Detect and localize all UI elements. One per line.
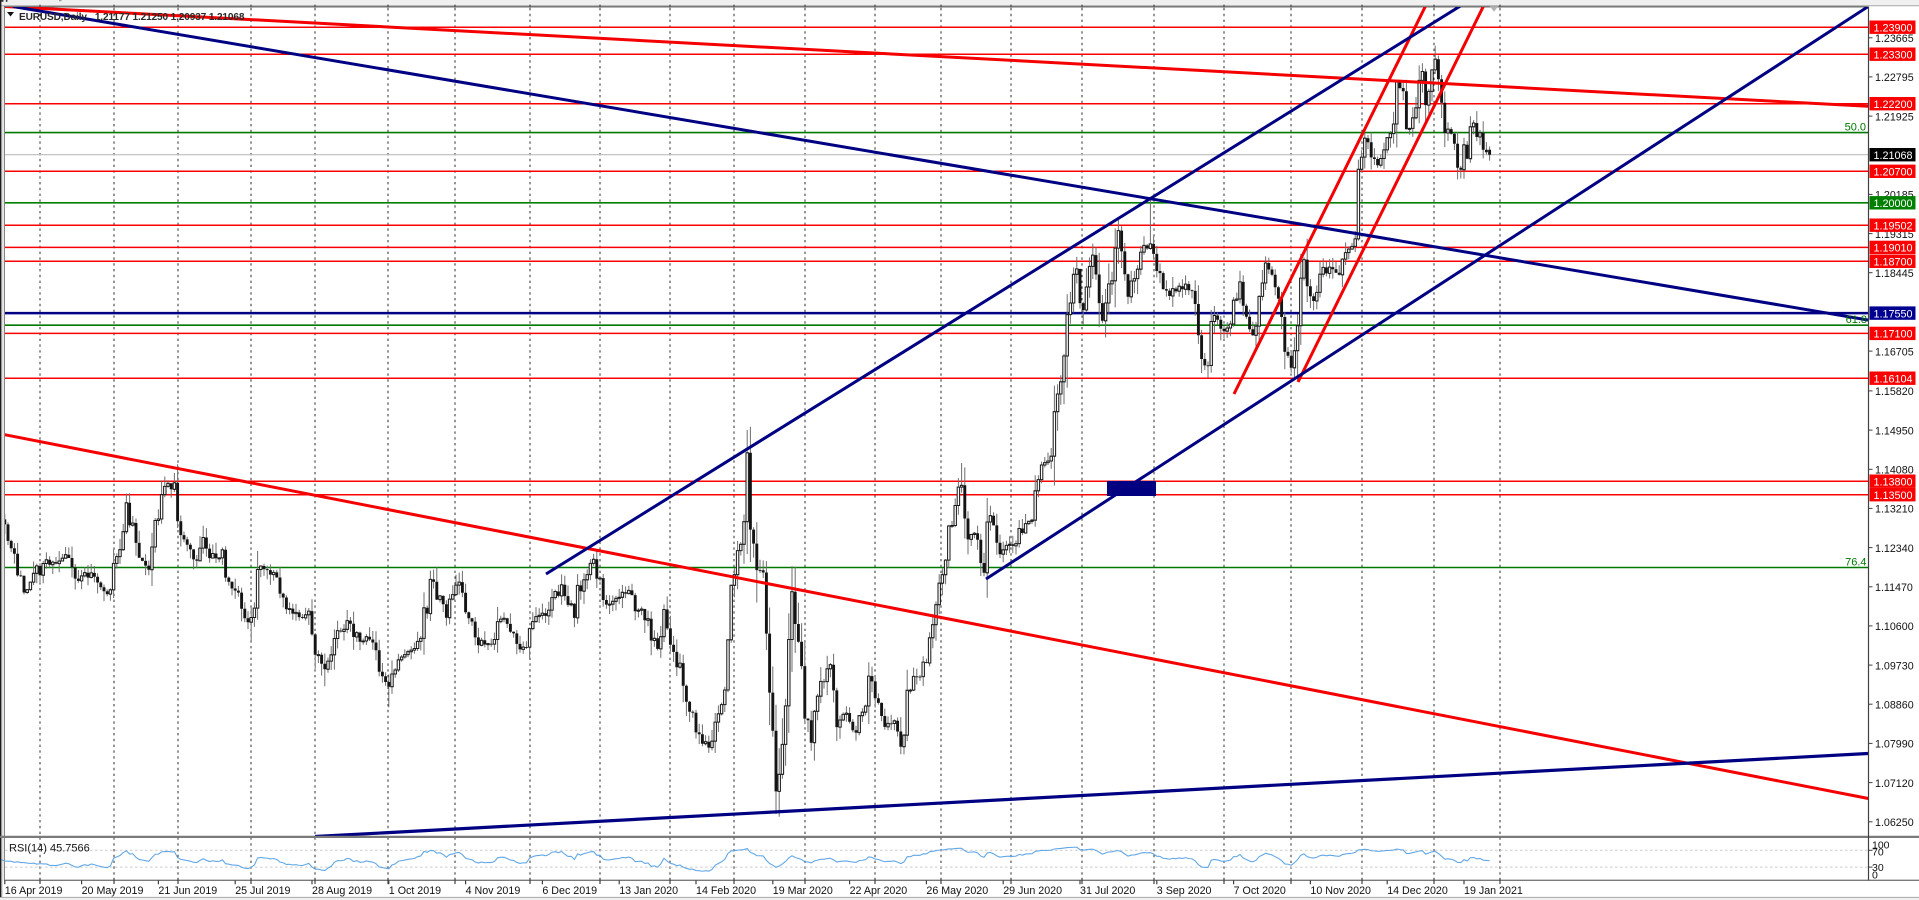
svg-text:10 Nov 2020: 10 Nov 2020: [1310, 885, 1371, 897]
svg-text:1.19010: 1.19010: [1874, 243, 1913, 255]
svg-text:1.13500: 1.13500: [1874, 490, 1913, 502]
svg-text:1.23900: 1.23900: [1874, 22, 1913, 34]
svg-text:4 Nov 2019: 4 Nov 2019: [466, 885, 521, 897]
svg-text:14 Dec 2020: 14 Dec 2020: [1387, 885, 1448, 897]
svg-text:13 Jan 2020: 13 Jan 2020: [619, 885, 678, 897]
svg-text:50.0: 50.0: [1845, 122, 1866, 134]
svg-text:19 Mar 2020: 19 Mar 2020: [773, 885, 833, 897]
svg-text:1.18700: 1.18700: [1874, 257, 1913, 269]
svg-text:7 Oct 2020: 7 Oct 2020: [1234, 885, 1286, 897]
svg-text:1.12340: 1.12340: [1875, 543, 1914, 555]
svg-text:16 Apr 2019: 16 Apr 2019: [5, 885, 63, 897]
svg-text:31 Jul 2020: 31 Jul 2020: [1080, 885, 1135, 897]
svg-text:1.17100: 1.17100: [1874, 329, 1913, 341]
svg-text:21 Jun 2019: 21 Jun 2019: [158, 885, 217, 897]
svg-text:20 May 2019: 20 May 2019: [82, 885, 144, 897]
svg-text:1.17550: 1.17550: [1874, 308, 1913, 320]
svg-text:1.10600: 1.10600: [1875, 621, 1914, 633]
svg-text:70: 70: [1872, 846, 1884, 858]
svg-text:1.19502: 1.19502: [1874, 220, 1913, 232]
svg-text:100: 100: [1872, 839, 1890, 851]
svg-text:1.23665: 1.23665: [1875, 33, 1914, 45]
svg-text:61.8: 61.8: [1846, 314, 1867, 326]
svg-text:1 Oct 2019: 1 Oct 2019: [389, 885, 441, 897]
svg-text:1.18445: 1.18445: [1875, 268, 1914, 280]
svg-text:22 Apr 2020: 22 Apr 2020: [850, 885, 908, 897]
svg-text:1.08860: 1.08860: [1875, 699, 1914, 711]
svg-text:1.20000: 1.20000: [1874, 198, 1913, 210]
svg-text:1.07990: 1.07990: [1875, 739, 1914, 751]
svg-text:1.21925: 1.21925: [1875, 111, 1914, 123]
svg-text:25 Jul 2019: 25 Jul 2019: [235, 885, 290, 897]
svg-text:1.15820: 1.15820: [1875, 386, 1914, 398]
svg-text:29 Jun 2020: 29 Jun 2020: [1003, 885, 1062, 897]
svg-text:19 Jan 2021: 19 Jan 2021: [1464, 885, 1523, 897]
svg-text:1.13800: 1.13800: [1874, 476, 1913, 488]
svg-text:1.22200: 1.22200: [1874, 99, 1913, 111]
svg-text:0: 0: [1872, 870, 1878, 882]
svg-text:RSI(14) 45.7566: RSI(14) 45.7566: [9, 843, 90, 855]
svg-text:1.16705: 1.16705: [1875, 346, 1914, 358]
svg-text:76.4: 76.4: [1845, 557, 1866, 569]
svg-text:1.23300: 1.23300: [1874, 49, 1913, 61]
svg-text:1.20700: 1.20700: [1874, 167, 1913, 179]
svg-text:1.13210: 1.13210: [1875, 504, 1914, 516]
svg-text:1.09730: 1.09730: [1875, 660, 1914, 672]
svg-text:1.21068: 1.21068: [1874, 150, 1913, 162]
svg-text:28 Aug 2019: 28 Aug 2019: [312, 885, 372, 897]
svg-text:1.11470: 1.11470: [1875, 582, 1913, 594]
svg-text:1.14950: 1.14950: [1875, 425, 1914, 437]
svg-text:6 Dec 2019: 6 Dec 2019: [542, 885, 597, 897]
svg-text:30: 30: [1872, 862, 1884, 874]
svg-text:1.07120: 1.07120: [1875, 778, 1914, 790]
svg-text:EURUSD,Daily 1.21177 1.21250: EURUSD,Daily 1.21177 1.21250 1.20937 1.2…: [19, 12, 245, 23]
svg-text:1.14080: 1.14080: [1875, 465, 1914, 477]
svg-text:3 Sep 2020: 3 Sep 2020: [1157, 885, 1212, 897]
svg-text:1.22795: 1.22795: [1875, 72, 1914, 84]
svg-text:26 May 2020: 26 May 2020: [926, 885, 988, 897]
svg-text:1.06250: 1.06250: [1875, 817, 1914, 829]
svg-text:1.16104: 1.16104: [1874, 373, 1913, 385]
svg-text:14 Feb 2020: 14 Feb 2020: [696, 885, 756, 897]
